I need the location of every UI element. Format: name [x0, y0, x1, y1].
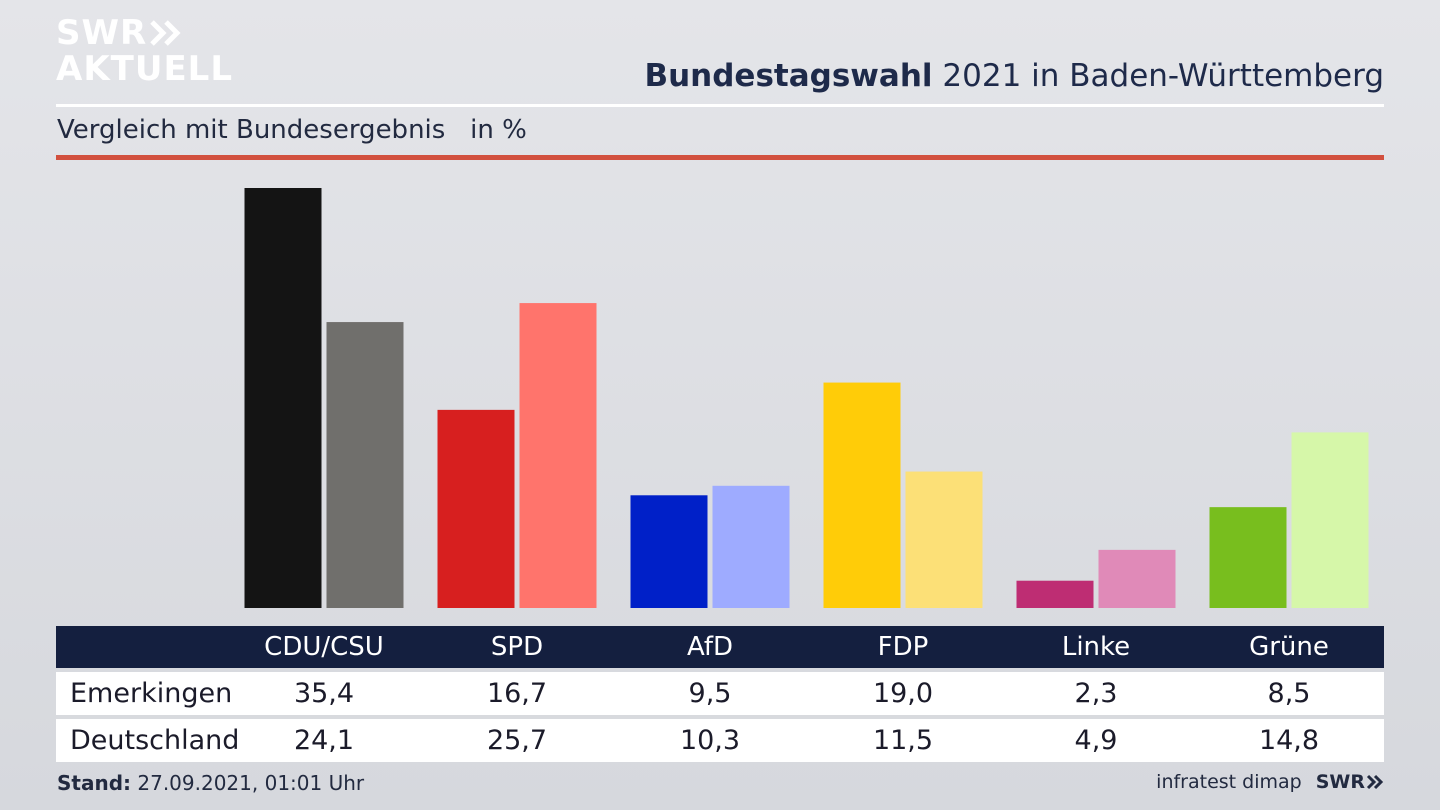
- value-linke-emerkingen: 2,3: [1074, 678, 1118, 709]
- value-linke-deutschland: 4,9: [1074, 725, 1118, 756]
- bar-afd-deutschland: [712, 485, 790, 608]
- value-spd-deutschland: 25,7: [486, 725, 548, 756]
- bar-gr-ne-emerkingen: [1209, 507, 1287, 608]
- column-header-fdp: FDP: [877, 632, 929, 662]
- bar-linke-deutschland: [1098, 549, 1176, 608]
- bar-linke-emerkingen: [1016, 580, 1094, 608]
- accent-divider: [56, 155, 1384, 160]
- chart-title: Bundestagswahl 2021 in Baden-Württemberg: [644, 58, 1384, 94]
- bar-gr-ne-deutschland: [1291, 432, 1369, 608]
- logo-line2: AKTUELL: [56, 49, 234, 89]
- swr-aktuell-logo: SWR AKTUELL: [56, 16, 233, 86]
- stand-label: Stand:: [57, 771, 132, 795]
- title-rest: 2021 in Baden-Württemberg: [932, 58, 1384, 94]
- results-table: CDU/CSU SPD AfD FDP Linke Grüne Emerkingen 35,…: [56, 626, 1384, 762]
- source-label: infratest dimap: [1156, 771, 1302, 793]
- column-header-gr-ne: Grüne: [1249, 632, 1329, 662]
- value-gr-ne-emerkingen: 8,5: [1267, 678, 1311, 709]
- bar-cdu-csu-emerkingen: [244, 188, 322, 608]
- bar-spd-deutschland: [519, 303, 597, 608]
- double-chevron-icon: [1366, 774, 1384, 790]
- table-row-emerkingen: Emerkingen 35,4 16,7 9,5 19,0 2,3 8,5: [56, 672, 1384, 715]
- bar-chart: [244, 188, 1369, 608]
- table-row-deutschland: Deutschland 24,1 25,7 10,3 11,5 4,9 14,8: [56, 719, 1384, 762]
- value-gr-ne-deutschland: 14,8: [1258, 725, 1320, 756]
- value-cdu-csu-deutschland: 24,1: [293, 725, 355, 756]
- stand-value: 27.09.2021, 01:01 Uhr: [131, 771, 365, 795]
- chart-subtitle: Vergleich mit Bundesergebnis in %: [57, 115, 527, 145]
- bar-fdp-emerkingen: [823, 382, 901, 608]
- title-bold: Bundestagswahl: [644, 58, 933, 94]
- value-cdu-csu-emerkingen: 35,4: [293, 678, 355, 709]
- row-label-deutschland: Deutschland: [70, 725, 240, 756]
- bar-cdu-csu-deutschland: [326, 322, 404, 608]
- timestamp: Stand: 27.09.2021, 01:01 Uhr: [57, 771, 364, 795]
- swr-footer-logo: SWR: [1316, 771, 1384, 793]
- logo-line1: SWR: [56, 13, 148, 53]
- value-fdp-emerkingen: 19,0: [872, 678, 934, 709]
- value-afd-emerkingen: 9,5: [688, 678, 732, 709]
- column-header-afd: AfD: [686, 632, 734, 662]
- bar-afd-emerkingen: [630, 495, 708, 608]
- header-divider: [56, 104, 1384, 107]
- value-spd-emerkingen: 16,7: [486, 678, 548, 709]
- row-label-emerkingen: Emerkingen: [70, 678, 233, 709]
- footer-brand: SWR: [1315, 771, 1365, 793]
- value-fdp-deutschland: 11,5: [872, 725, 934, 756]
- double-chevron-icon: [149, 19, 183, 47]
- column-header-linke: Linke: [1061, 632, 1131, 662]
- column-header-cdu-csu: CDU/CSU: [264, 632, 384, 662]
- bar-fdp-deutschland: [905, 471, 983, 608]
- bar-spd-emerkingen: [437, 409, 515, 608]
- table-header-row: CDU/CSU SPD AfD FDP Linke Grüne: [56, 626, 1384, 668]
- value-afd-deutschland: 10,3: [679, 725, 741, 756]
- source-credit: infratest dimap SWR: [1156, 771, 1384, 793]
- column-header-spd: SPD: [490, 632, 544, 662]
